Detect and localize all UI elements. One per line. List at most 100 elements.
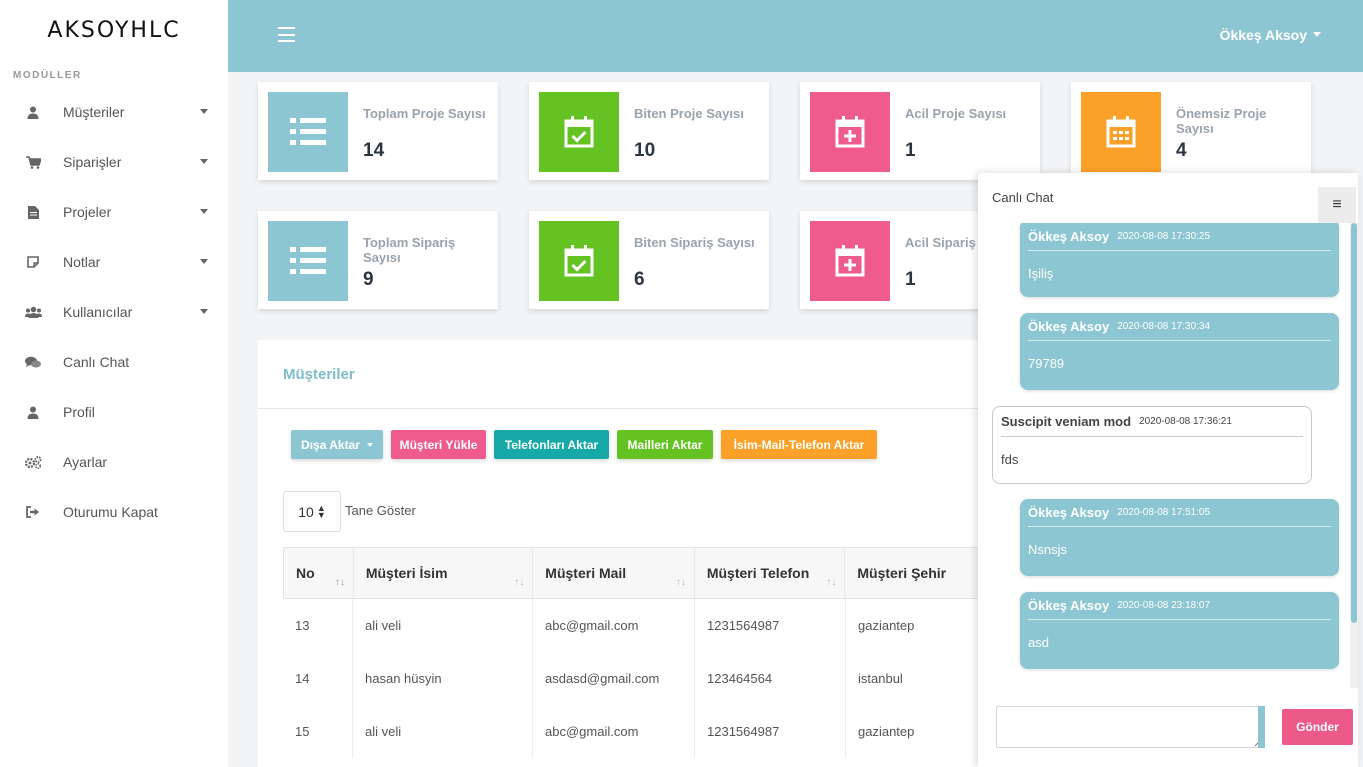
sidebar-item-label: Ayarlar [63, 454, 108, 470]
cell-mail: asdasd@gmail.com [533, 652, 695, 705]
button-label: Mailleri Aktar [627, 437, 703, 452]
message-time: 2020-08-08 17:36:21 [1139, 416, 1232, 427]
stat-card-minor-projects: Önemsiz Proje Sayısı 4 [1071, 82, 1311, 180]
scrollbar-thumb[interactable] [1351, 223, 1357, 623]
chat-message: Ökkeş Aksoy 2020-08-08 17:51:05 Nsnsjs [1020, 499, 1339, 576]
sidebar-item-siparisler[interactable]: Siparişler [0, 137, 228, 187]
sidebar-item-projeler[interactable]: Projeler [0, 187, 228, 237]
sidebar-item-profil[interactable]: Profil [0, 387, 228, 437]
sidebar-item-label: Projeler [63, 204, 112, 220]
column-header-name[interactable]: Müşteri İsim ↑↓ [354, 548, 534, 598]
column-header-city[interactable]: Müşteri Şehir [845, 548, 982, 598]
button-label: Telefonları Aktar [504, 437, 599, 452]
sidebar-item-musteriler[interactable]: Müşteriler [0, 87, 228, 137]
sort-icon: ↑↓ [675, 577, 686, 588]
sidebar-item-notlar[interactable]: Notlar [0, 237, 228, 287]
cell-phone: 1231564987 [695, 599, 846, 652]
upload-customer-button[interactable]: Müşteri Yükle [391, 430, 486, 459]
stat-card-total-projects: Toplam Proje Sayısı 14 [258, 82, 498, 180]
cell-name: ali veli [353, 705, 533, 758]
chat-scrollbar[interactable] [1350, 223, 1358, 688]
users-icon [24, 306, 42, 318]
file-icon [24, 205, 42, 219]
sidebar-item-canli-chat[interactable]: Canlı Chat [0, 337, 228, 387]
menu-toggle-icon[interactable] [278, 27, 295, 42]
cell-mail: abc@gmail.com [533, 705, 695, 758]
send-button[interactable]: Gönder [1282, 709, 1353, 745]
page-size-value: 10 [298, 503, 314, 520]
button-label: İsim-Mail-Telefon Aktar [733, 437, 865, 452]
sidebar-item-label: Müşteriler [63, 104, 125, 120]
message-text: Nsnsjs [1028, 542, 1068, 557]
sidebar-item-label: Siparişler [63, 154, 122, 170]
cart-icon [24, 155, 42, 169]
button-label: Müşteri Yükle [399, 437, 478, 452]
stat-card-urgent-projects: Acil Proje Sayısı 1 [800, 82, 1040, 180]
brand-logo[interactable]: AKSOYHLC [47, 17, 181, 43]
sort-updown-icon: ▲ ▼ [316, 502, 326, 520]
export-all-button[interactable]: İsim-Mail-Telefon Aktar [721, 430, 877, 459]
cell-phone: 1231564987 [695, 705, 846, 758]
list-icon [268, 92, 348, 172]
table-header: No ↑↓ Müşteri İsim ↑↓ Müşteri Mail ↑↓ Müşte… [283, 547, 983, 599]
cell-name: hasan hüsyin [353, 652, 533, 705]
sidebar-item-label: Canlı Chat [63, 354, 130, 370]
cell-city: istanbul [846, 652, 983, 705]
chat-message: Ökkeş Aksoy 2020-08-08 23:18:07 asd [1020, 592, 1339, 669]
message-text: asd [1028, 635, 1049, 650]
export-mails-button[interactable]: Mailleri Aktar [617, 430, 713, 459]
stat-value: 9 [363, 269, 374, 290]
message-author: Ökkeş Aksoy [1028, 229, 1110, 244]
topbar: Ökkeş Aksoy [228, 0, 1363, 72]
page-size-select[interactable]: 10 ▲ ▼ [283, 491, 341, 532]
list-icon [268, 221, 348, 301]
chevron-down-icon [200, 309, 208, 314]
message-author: Ökkeş Aksoy [1028, 505, 1110, 520]
calendar-plus-icon [810, 92, 890, 172]
stat-value: 6 [634, 269, 645, 290]
column-header-no[interactable]: No ↑↓ [284, 548, 354, 598]
export-dropdown-button[interactable]: Dışa Aktar [291, 430, 383, 459]
column-header-mail[interactable]: Müşteri Mail ↑↓ [533, 548, 695, 598]
sidebar-item-label: Profil [63, 404, 95, 420]
message-time: 2020-08-08 17:51:05 [1117, 507, 1211, 518]
stat-title: Acil Proje Sayısı [905, 106, 1007, 121]
chat-menu-icon[interactable]: ≡ [1318, 187, 1356, 223]
message-time: 2020-08-08 23:18:07 [1117, 600, 1211, 611]
sidebar-item-ayarlar[interactable]: Ayarlar [0, 437, 228, 487]
stat-card-finished-orders: Biten Sipariş Sayısı 6 [529, 211, 769, 309]
stat-value: 1 [905, 140, 916, 161]
gears-icon [24, 455, 42, 469]
sidebar-item-label: Oturumu Kapat [63, 504, 158, 520]
chat-message-input[interactable] [996, 706, 1264, 748]
chevron-down-icon [366, 442, 373, 447]
column-header-phone[interactable]: Müşteri Telefon ↑↓ [695, 548, 846, 598]
message-time: 2020-08-08 17:30:34 [1117, 321, 1211, 332]
sidebar-item-label: Notlar [63, 254, 101, 270]
user-menu-dropdown[interactable]: Ökkeş Aksoy [1220, 27, 1321, 43]
stat-value: 4 [1176, 140, 1187, 161]
message-text: Işiliş [1028, 266, 1054, 281]
chat-messages[interactable]: Ökkeş Aksoy 2020-08-08 17:30:25 Işiliş Ök… [978, 223, 1358, 701]
stat-card-finished-projects: Biten Proje Sayısı 10 [529, 82, 769, 180]
sidebar-item-kullanicilar[interactable]: Kullanıcılar [0, 287, 228, 337]
note-icon [24, 256, 42, 268]
chevron-down-icon [200, 109, 208, 114]
stat-card-total-orders: Toplam Sipariş Sayısı 9 [258, 211, 498, 309]
cell-no: 15 [283, 705, 353, 758]
calendar-icon [1081, 92, 1161, 172]
sidebar: AKSOYHLC MODÜLLER Müşteriler Siparişler … [0, 0, 228, 767]
sort-icon: ↑↓ [334, 577, 345, 588]
stat-title: Toplam Proje Sayısı [363, 106, 486, 121]
export-phones-button[interactable]: Telefonları Aktar [494, 430, 609, 459]
cell-mail: abc@gmail.com [533, 599, 695, 652]
cell-phone: 123464564 [695, 652, 846, 705]
calendar-check-icon [539, 221, 619, 301]
sidebar-item-oturumu-kapat[interactable]: Oturumu Kapat [0, 487, 228, 537]
page-size-label: Tane Göster [345, 503, 416, 518]
input-accent-bar [1258, 706, 1265, 748]
table-row: 13 ali veli abc@gmail.com 1231564987 gaz… [283, 599, 983, 652]
stat-title: Önemsiz Proje Sayısı [1176, 106, 1267, 136]
table-row: 15 ali veli abc@gmail.com 1231564987 gaz… [283, 705, 983, 758]
cell-city: gaziantep [846, 705, 983, 758]
